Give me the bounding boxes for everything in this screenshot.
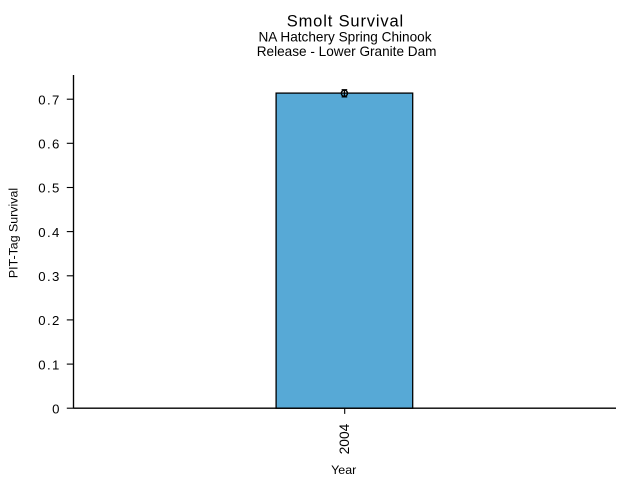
svg-text:Smolt Survival: Smolt Survival <box>287 13 404 31</box>
svg-text:2004: 2004 <box>337 423 352 454</box>
svg-text:NA Hatchery Spring Chinook: NA Hatchery Spring Chinook <box>258 29 431 44</box>
svg-text:0.5: 0.5 <box>38 181 61 196</box>
svg-text:0.2: 0.2 <box>38 313 61 328</box>
svg-text:Release - Lower Granite Dam: Release - Lower Granite Dam <box>257 44 437 59</box>
svg-text:0.6: 0.6 <box>38 137 61 152</box>
svg-text:0.7: 0.7 <box>38 92 61 107</box>
svg-text:0.1: 0.1 <box>38 357 61 372</box>
svg-text:0.4: 0.4 <box>38 225 61 240</box>
svg-text:Year: Year <box>331 463 356 477</box>
svg-text:0.3: 0.3 <box>38 269 61 284</box>
svg-text:PIT-Tag Survival: PIT-Tag Survival <box>7 188 21 278</box>
svg-text:0: 0 <box>52 401 61 416</box>
